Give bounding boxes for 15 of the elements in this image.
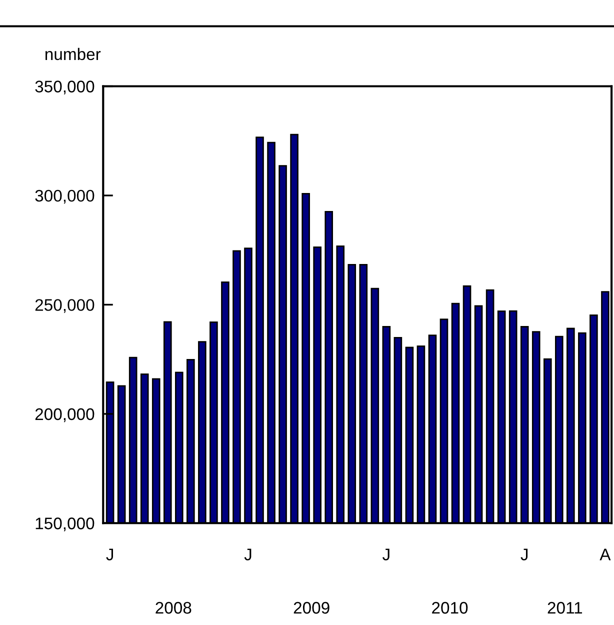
y-tick-label: 150,000	[36, 518, 94, 532]
text: 2009	[294, 602, 330, 614]
text: 2011	[548, 602, 582, 614]
y-tick-label: 250,000	[35, 299, 94, 313]
text: 2010	[432, 602, 468, 614]
x-tick-label: J	[520, 548, 528, 560]
y-tick-label: 350,000	[35, 80, 94, 94]
x-tick-label: J	[106, 548, 113, 560]
y-tick-label: 200,000	[35, 408, 94, 422]
x-tick-label: J	[382, 548, 390, 560]
y-axis-title: number	[46, 48, 101, 60]
x-tick-label: A	[600, 548, 611, 560]
y-tick-label: 300,000	[35, 190, 94, 204]
x-tick-label: J	[244, 548, 252, 560]
text: 2008	[156, 602, 192, 614]
